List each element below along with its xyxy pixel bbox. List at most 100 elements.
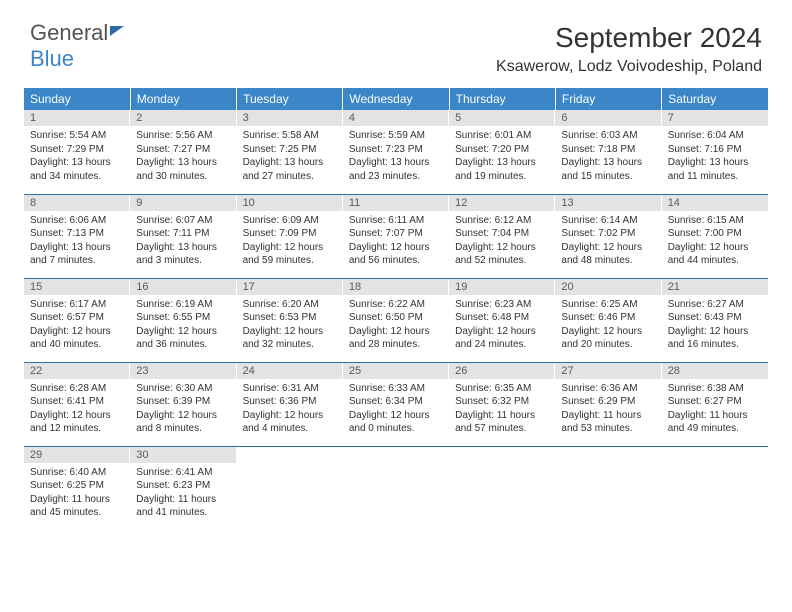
- sunrise-text: Sunrise: 6:22 AM: [349, 298, 443, 312]
- day-content: Sunrise: 6:17 AMSunset: 6:57 PMDaylight:…: [24, 295, 130, 356]
- daylight-text: Daylight: 12 hours: [136, 409, 230, 423]
- day-number: 18: [343, 279, 449, 295]
- weekday-header: Friday: [555, 88, 661, 110]
- daylight-text: Daylight: 12 hours: [30, 409, 124, 423]
- daylight-text: and 15 minutes.: [561, 170, 655, 184]
- sunrise-text: Sunrise: 6:06 AM: [30, 214, 124, 228]
- calendar-day-cell: 12Sunrise: 6:12 AMSunset: 7:04 PMDayligh…: [449, 194, 555, 278]
- calendar-day-cell: 6Sunrise: 6:03 AMSunset: 7:18 PMDaylight…: [555, 110, 661, 194]
- sunrise-text: Sunrise: 6:14 AM: [561, 214, 655, 228]
- sunrise-text: Sunrise: 6:20 AM: [243, 298, 337, 312]
- daylight-text: Daylight: 12 hours: [455, 241, 549, 255]
- sunrise-text: Sunrise: 6:19 AM: [136, 298, 230, 312]
- daylight-text: Daylight: 12 hours: [243, 241, 337, 255]
- day-number: 27: [555, 363, 661, 379]
- day-number: 28: [662, 363, 768, 379]
- day-content: Sunrise: 6:30 AMSunset: 6:39 PMDaylight:…: [130, 379, 236, 440]
- calendar-day-cell: 25Sunrise: 6:33 AMSunset: 6:34 PMDayligh…: [343, 362, 449, 446]
- day-number: 20: [555, 279, 661, 295]
- sunrise-text: Sunrise: 5:58 AM: [243, 129, 337, 143]
- sunset-text: Sunset: 7:29 PM: [30, 143, 124, 157]
- calendar-day-cell: 28Sunrise: 6:38 AMSunset: 6:27 PMDayligh…: [662, 362, 768, 446]
- daylight-text: and 34 minutes.: [30, 170, 124, 184]
- calendar-day-cell: 27Sunrise: 6:36 AMSunset: 6:29 PMDayligh…: [555, 362, 661, 446]
- brand-part1: General: [30, 20, 108, 45]
- calendar-week-row: 22Sunrise: 6:28 AMSunset: 6:41 PMDayligh…: [24, 362, 768, 446]
- sunrise-text: Sunrise: 6:27 AM: [668, 298, 762, 312]
- day-number: 17: [237, 279, 343, 295]
- day-content: Sunrise: 6:09 AMSunset: 7:09 PMDaylight:…: [237, 211, 343, 272]
- daylight-text: and 40 minutes.: [30, 338, 124, 352]
- calendar-day-cell: 20Sunrise: 6:25 AMSunset: 6:46 PMDayligh…: [555, 278, 661, 362]
- day-content: Sunrise: 6:33 AMSunset: 6:34 PMDaylight:…: [343, 379, 449, 440]
- day-number: 6: [555, 110, 661, 126]
- daylight-text: Daylight: 13 hours: [136, 156, 230, 170]
- daylight-text: Daylight: 13 hours: [30, 241, 124, 255]
- calendar-week-row: 15Sunrise: 6:17 AMSunset: 6:57 PMDayligh…: [24, 278, 768, 362]
- sunset-text: Sunset: 6:39 PM: [136, 395, 230, 409]
- day-number: 1: [24, 110, 130, 126]
- daylight-text: and 56 minutes.: [349, 254, 443, 268]
- daylight-text: Daylight: 13 hours: [455, 156, 549, 170]
- day-content: Sunrise: 6:11 AMSunset: 7:07 PMDaylight:…: [343, 211, 449, 272]
- day-number: 14: [662, 195, 768, 211]
- day-number: 24: [237, 363, 343, 379]
- sunrise-text: Sunrise: 6:36 AM: [561, 382, 655, 396]
- sunset-text: Sunset: 6:25 PM: [30, 479, 124, 493]
- sunset-text: Sunset: 6:48 PM: [455, 311, 549, 325]
- daylight-text: Daylight: 11 hours: [136, 493, 230, 507]
- sunset-text: Sunset: 6:53 PM: [243, 311, 337, 325]
- daylight-text: and 57 minutes.: [455, 422, 549, 436]
- calendar-week-row: 1Sunrise: 5:54 AMSunset: 7:29 PMDaylight…: [24, 110, 768, 194]
- day-content: Sunrise: 6:28 AMSunset: 6:41 PMDaylight:…: [24, 379, 130, 440]
- daylight-text: Daylight: 12 hours: [561, 241, 655, 255]
- calendar-day-cell: 21Sunrise: 6:27 AMSunset: 6:43 PMDayligh…: [662, 278, 768, 362]
- weekday-header: Sunday: [24, 88, 130, 110]
- calendar-day-cell: 24Sunrise: 6:31 AMSunset: 6:36 PMDayligh…: [237, 362, 343, 446]
- sunset-text: Sunset: 7:11 PM: [136, 227, 230, 241]
- calendar-day-cell: 9Sunrise: 6:07 AMSunset: 7:11 PMDaylight…: [130, 194, 236, 278]
- day-number: 30: [130, 447, 236, 463]
- day-number: 7: [662, 110, 768, 126]
- day-content: Sunrise: 6:31 AMSunset: 6:36 PMDaylight:…: [237, 379, 343, 440]
- weekday-header: Saturday: [662, 88, 768, 110]
- calendar-day-cell: 29Sunrise: 6:40 AMSunset: 6:25 PMDayligh…: [24, 446, 130, 530]
- sunrise-text: Sunrise: 6:07 AM: [136, 214, 230, 228]
- calendar-day-cell: 2Sunrise: 5:56 AMSunset: 7:27 PMDaylight…: [130, 110, 236, 194]
- sunrise-text: Sunrise: 6:28 AM: [30, 382, 124, 396]
- sunset-text: Sunset: 6:55 PM: [136, 311, 230, 325]
- sunrise-text: Sunrise: 6:03 AM: [561, 129, 655, 143]
- daylight-text: and 27 minutes.: [243, 170, 337, 184]
- sunset-text: Sunset: 7:27 PM: [136, 143, 230, 157]
- brand-part2: Blue: [30, 46, 74, 71]
- calendar-day-cell: 18 Sunrise: 6:22 AMSunset: 6:50 PMDayligh…: [343, 278, 449, 362]
- sunrise-text: Sunrise: 6:33 AM: [349, 382, 443, 396]
- day-number: 10: [237, 195, 343, 211]
- daylight-text: Daylight: 12 hours: [668, 325, 762, 339]
- daylight-text: and 23 minutes.: [349, 170, 443, 184]
- calendar-day-cell: 16Sunrise: 6:19 AMSunset: 6:55 PMDayligh…: [130, 278, 236, 362]
- sunrise-text: Sunrise: 6:17 AM: [30, 298, 124, 312]
- day-content: Sunrise: 6:07 AMSunset: 7:11 PMDaylight:…: [130, 211, 236, 272]
- daylight-text: Daylight: 12 hours: [349, 325, 443, 339]
- day-content: Sunrise: 6:15 AMSunset: 7:00 PMDaylight:…: [662, 211, 768, 272]
- day-number: 19: [449, 279, 555, 295]
- sunset-text: Sunset: 7:00 PM: [668, 227, 762, 241]
- day-content: Sunrise: 6:23 AMSunset: 6:48 PMDaylight:…: [449, 295, 555, 356]
- day-number: 5: [449, 110, 555, 126]
- calendar-day-cell: 5Sunrise: 6:01 AMSunset: 7:20 PMDaylight…: [449, 110, 555, 194]
- daylight-text: and 30 minutes.: [136, 170, 230, 184]
- sunrise-text: Sunrise: 5:56 AM: [136, 129, 230, 143]
- day-number: 23: [130, 363, 236, 379]
- day-number: 21: [662, 279, 768, 295]
- sunset-text: Sunset: 7:25 PM: [243, 143, 337, 157]
- daylight-text: and 45 minutes.: [30, 506, 124, 520]
- daylight-text: and 32 minutes.: [243, 338, 337, 352]
- sunset-text: Sunset: 6:50 PM: [349, 311, 443, 325]
- sunset-text: Sunset: 7:16 PM: [668, 143, 762, 157]
- day-content: Sunrise: 6:38 AMSunset: 6:27 PMDaylight:…: [662, 379, 768, 440]
- page-title: September 2024: [555, 22, 762, 54]
- daylight-text: Daylight: 13 hours: [243, 156, 337, 170]
- day-content: Sunrise: 6:40 AMSunset: 6:25 PMDaylight:…: [24, 463, 130, 524]
- sunset-text: Sunset: 7:20 PM: [455, 143, 549, 157]
